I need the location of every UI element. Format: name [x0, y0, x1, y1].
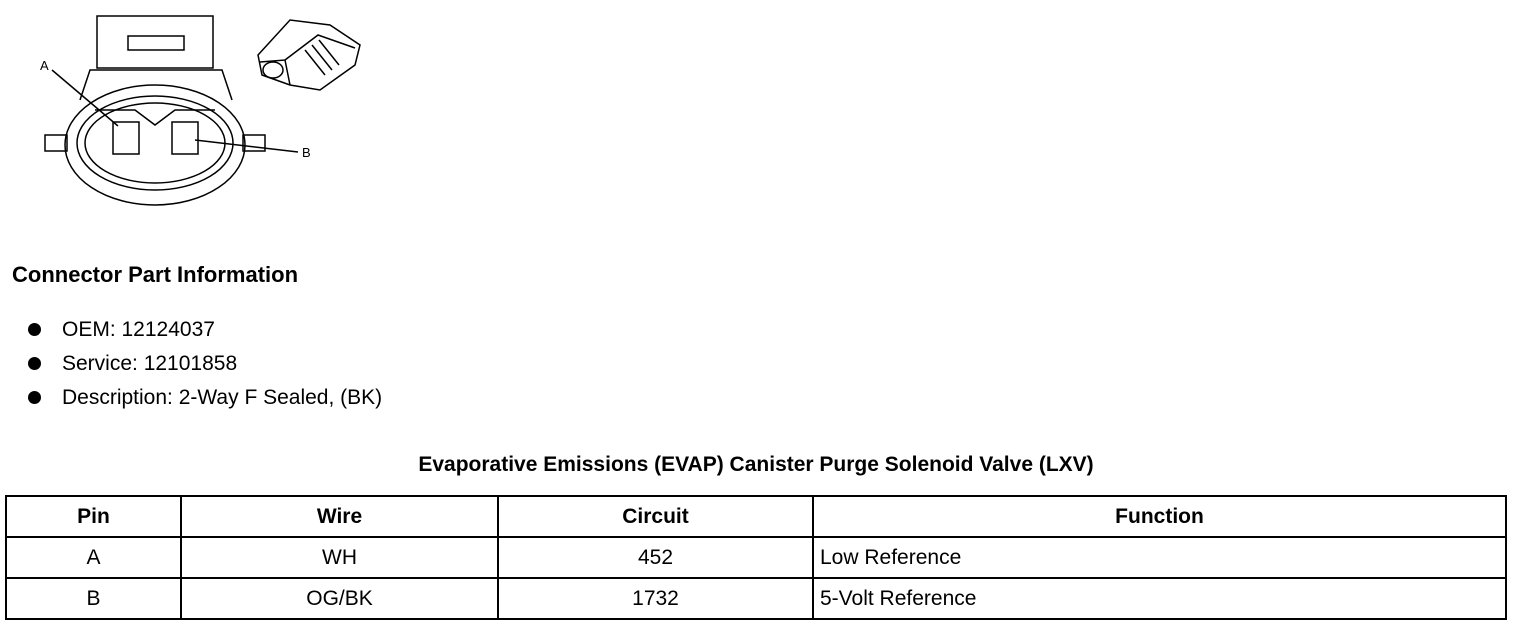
bullet-list: OEM: 12124037 Service: 12101858 Descript… — [28, 316, 382, 418]
leader-a — [51, 69, 119, 127]
connector-diagram: A B — [40, 15, 361, 206]
cell: WH — [180, 536, 499, 579]
cavity-a — [112, 121, 140, 155]
header-cell: Wire — [180, 495, 499, 538]
latch-slot — [127, 35, 185, 51]
cell: A — [5, 536, 182, 579]
cavity-b — [171, 121, 199, 155]
pin-table: Pin Wire Circuit Function A WH 452 Low R… — [5, 495, 1507, 620]
section-title: Connector Part Information — [12, 262, 299, 287]
header-row: Pin Wire Circuit Function — [5, 495, 1507, 538]
iso-ribs — [304, 39, 340, 76]
cell: 452 — [497, 536, 814, 579]
iso-face — [262, 61, 284, 79]
pin-label: A — [40, 58, 49, 73]
pin-label: B — [302, 145, 311, 160]
header-cell: Pin — [5, 495, 182, 538]
leader-b — [194, 139, 299, 153]
cell: Low Reference — [812, 536, 1507, 579]
cell: 5-Volt Reference — [812, 577, 1507, 620]
bullet: Service: 12101858 — [28, 350, 382, 384]
seal-outer — [76, 95, 234, 191]
housing — [64, 84, 246, 206]
tab-left — [44, 134, 68, 152]
tab-right — [242, 134, 266, 152]
header-cell: Function — [812, 495, 1507, 538]
latch — [96, 15, 214, 69]
cell: B — [5, 577, 182, 620]
bullet: Description: 2-Way F Sealed, (BK) — [28, 384, 382, 418]
header-cell: Circuit — [497, 495, 814, 538]
table-title: Evaporative Emissions (EVAP) Canister Pu… — [418, 453, 1094, 476]
cell: 1732 — [497, 577, 814, 620]
iso-detail — [259, 34, 356, 86]
housing-top — [79, 69, 233, 101]
bullet: OEM: 12124037 — [28, 316, 382, 350]
key — [95, 109, 215, 126]
cell: OG/BK — [180, 577, 499, 620]
row: A WH 452 Low Reference — [5, 536, 1507, 579]
row: B OG/BK 1732 5-Volt Reference — [5, 577, 1507, 620]
